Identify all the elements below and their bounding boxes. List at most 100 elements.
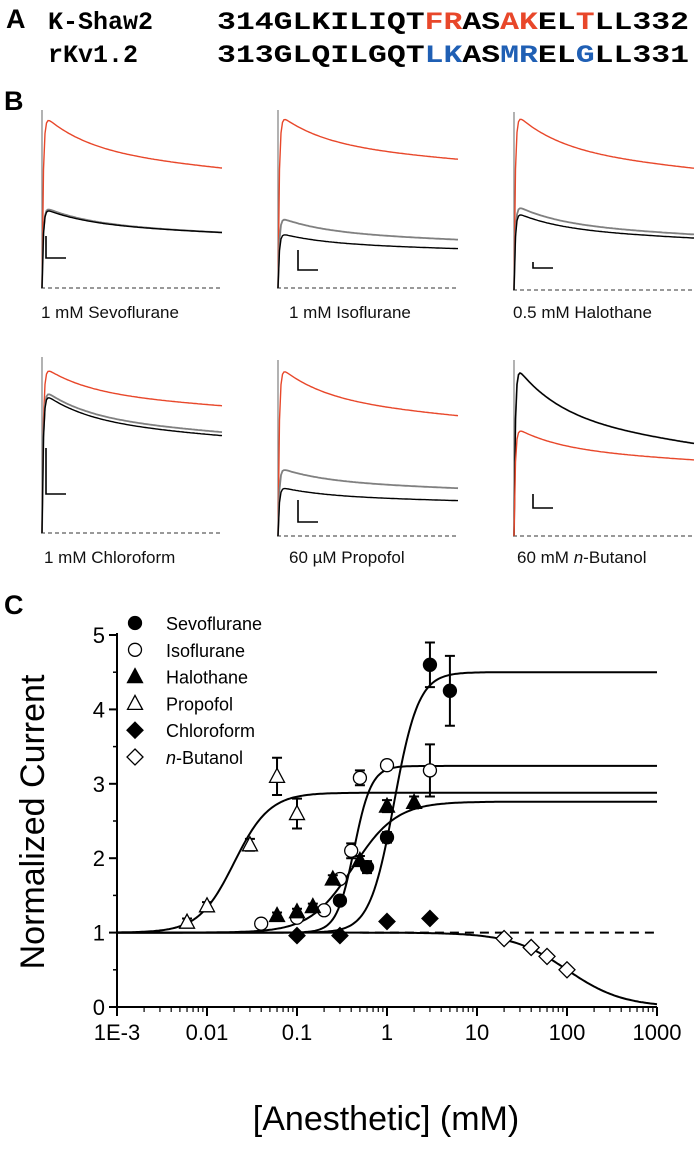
scale-bar	[532, 262, 553, 269]
red-current-trace	[41, 119, 223, 289]
x-tick-label: 1	[381, 1020, 393, 1045]
trace-panel	[513, 112, 695, 291]
series-3	[178, 756, 306, 929]
gray-current-trace	[277, 218, 458, 289]
trace-panel	[513, 360, 695, 537]
y-tick-label: 3	[93, 772, 105, 797]
data-point	[178, 912, 196, 929]
gray-current-trace	[277, 469, 459, 537]
data-point	[332, 893, 348, 908]
fit-curve	[117, 931, 658, 1006]
black-current-trace	[41, 210, 223, 289]
y-tick-label: 5	[93, 623, 105, 648]
y-tick-label: 2	[93, 846, 105, 871]
seq-name-kshaw2: K-Shaw2	[48, 8, 153, 37]
data-point	[405, 793, 423, 810]
series-1	[254, 743, 438, 931]
trace-label: 0.5 mM Halothane	[513, 303, 652, 322]
data-point	[422, 657, 438, 672]
x-tick-label: 0.01	[186, 1020, 229, 1045]
data-point	[304, 897, 322, 914]
data-point	[378, 796, 396, 813]
seq-name-rkv12: rKv1.2	[48, 41, 138, 70]
sequence-rkv12: 313GLQILGQT LK AS MR EL G LL331	[217, 41, 689, 70]
x-tick-label: 100	[549, 1020, 586, 1045]
black-current-trace	[277, 234, 458, 289]
sequence-segment: AS	[462, 41, 500, 70]
legend-entry-italic: n	[166, 748, 176, 768]
y-tick-label: 0	[93, 995, 105, 1020]
legend-entry-name: Sevoflurane	[166, 614, 262, 634]
trace-label: 1 mM Isoflurane	[289, 303, 411, 322]
legend-entry: Propofol	[166, 694, 233, 714]
gray-current-trace	[513, 207, 695, 291]
legend-marker	[127, 615, 143, 631]
sequence-segment: MR	[500, 41, 538, 70]
red-current-trace	[41, 370, 223, 534]
black-current-trace	[513, 214, 694, 291]
scale-bar	[297, 250, 318, 271]
scale-bar	[297, 500, 318, 523]
fit-curve	[117, 764, 657, 934]
data-point	[558, 960, 576, 979]
legend-marker	[126, 748, 144, 766]
legend-entry: Halothane	[166, 668, 248, 688]
data-point	[288, 926, 306, 945]
sequence-segment: LL331	[595, 41, 689, 70]
black-current-trace	[41, 397, 223, 534]
panel-letter-a: A	[6, 4, 26, 34]
x-tick-label: 0.1	[282, 1020, 313, 1045]
data-point	[379, 758, 395, 773]
sequence-segment: AS	[462, 8, 500, 37]
data-point	[522, 938, 541, 957]
y-axis-title: Normalized Current	[14, 674, 52, 969]
data-point	[538, 947, 556, 966]
legend-entry: Chloroform	[166, 721, 255, 741]
sequence-segment: T	[576, 8, 595, 37]
y-tick-label: 1	[93, 921, 105, 946]
black-current-trace	[277, 487, 458, 537]
legend-marker	[126, 667, 144, 684]
series-2	[268, 793, 423, 923]
sequence-segment: EL	[538, 8, 576, 37]
data-point	[288, 804, 306, 821]
data-point	[351, 851, 369, 868]
data-point	[268, 906, 286, 923]
data-point	[288, 902, 306, 919]
red-current-trace	[513, 118, 695, 291]
data-point	[198, 896, 216, 913]
data-point	[331, 926, 349, 945]
legend-entry-name: -Butanol	[176, 748, 243, 768]
data-point	[344, 843, 359, 858]
scale-bar	[532, 494, 553, 509]
sequence-segment: G	[576, 41, 595, 70]
legend-entry-name: Chloroform	[166, 721, 255, 741]
legend-entry-name: Isoflurane	[166, 641, 245, 661]
data-point	[495, 929, 514, 948]
y-tick-label: 4	[93, 697, 105, 722]
trace-label: 1 mM Sevoflurane	[41, 303, 179, 322]
x-axis-title: [Anesthetic] (mM)	[253, 1100, 519, 1138]
sequence-segment: LK	[425, 41, 463, 70]
legend-entry: Sevoflurane	[166, 614, 262, 634]
legend-marker	[126, 721, 144, 740]
data-point	[254, 916, 269, 931]
sequence-segment: AK	[500, 8, 538, 37]
red-current-trace	[277, 118, 459, 289]
data-point	[268, 766, 286, 784]
legend-marker	[126, 694, 144, 711]
data-point	[421, 909, 439, 928]
panel-letter-c: C	[4, 590, 24, 620]
trace-panel	[277, 110, 459, 289]
red-current-trace	[513, 430, 695, 537]
series-4	[288, 909, 439, 945]
sequence-kshaw2: 314GLKILIQT FR AS AK EL T LL332	[217, 8, 689, 37]
red-current-trace	[277, 371, 459, 537]
panel-letter-b: B	[4, 86, 24, 116]
gray-current-trace	[41, 393, 223, 534]
trace-label: 60 µM Propofol	[289, 548, 405, 567]
trace-panel	[41, 110, 223, 289]
fit-curve	[117, 791, 657, 934]
panel-a-sequence-alignment: A K-Shaw2 rKv1.2 314GLKILIQT FR AS AK EL T LL3…	[6, 4, 689, 70]
scale-bar	[45, 448, 66, 495]
